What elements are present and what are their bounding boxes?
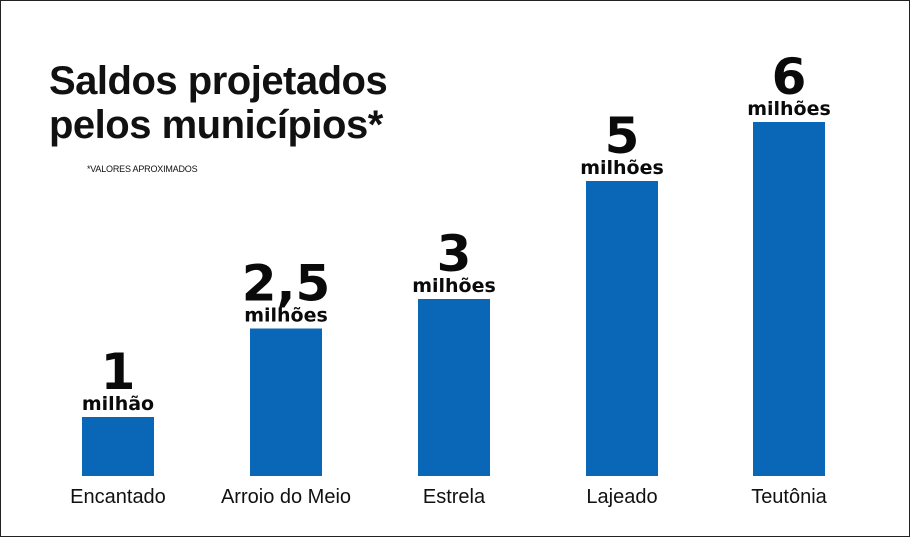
bar-arroio-do-meio xyxy=(250,328,322,476)
bar-value-label: 2,5 xyxy=(242,255,331,313)
bar-estrela xyxy=(418,299,490,476)
chart-note: *VALORES APROXIMADOS xyxy=(87,164,198,174)
bar-value-label: 6 xyxy=(772,48,807,106)
chart-title-line-1: Saldos projetados xyxy=(49,59,388,103)
category-label: Estrela xyxy=(423,486,486,508)
bar-unit-label: milhões xyxy=(244,305,328,327)
category-label: Arroio do Meio xyxy=(221,486,351,508)
bar-encantado xyxy=(82,417,154,476)
bar-unit-label: milhões xyxy=(580,157,664,179)
chart-title-line-2: pelos municípios* xyxy=(49,103,383,147)
bar-unit-label: milhões xyxy=(412,275,496,297)
bar-lajeado xyxy=(586,181,658,476)
category-label: Teutônia xyxy=(751,486,827,508)
chart-title: Saldos projetados pelos municípios* xyxy=(49,59,388,147)
bar-teutônia xyxy=(753,122,825,476)
bar-value-label: 1 xyxy=(101,343,136,401)
bar-value-label: 3 xyxy=(437,225,472,283)
category-label: Lajeado xyxy=(586,486,657,508)
bar-value-label: 5 xyxy=(605,107,640,165)
bar-unit-label: milhão xyxy=(82,393,154,415)
bar-unit-label: milhões xyxy=(747,98,831,120)
category-label: Encantado xyxy=(70,486,166,508)
